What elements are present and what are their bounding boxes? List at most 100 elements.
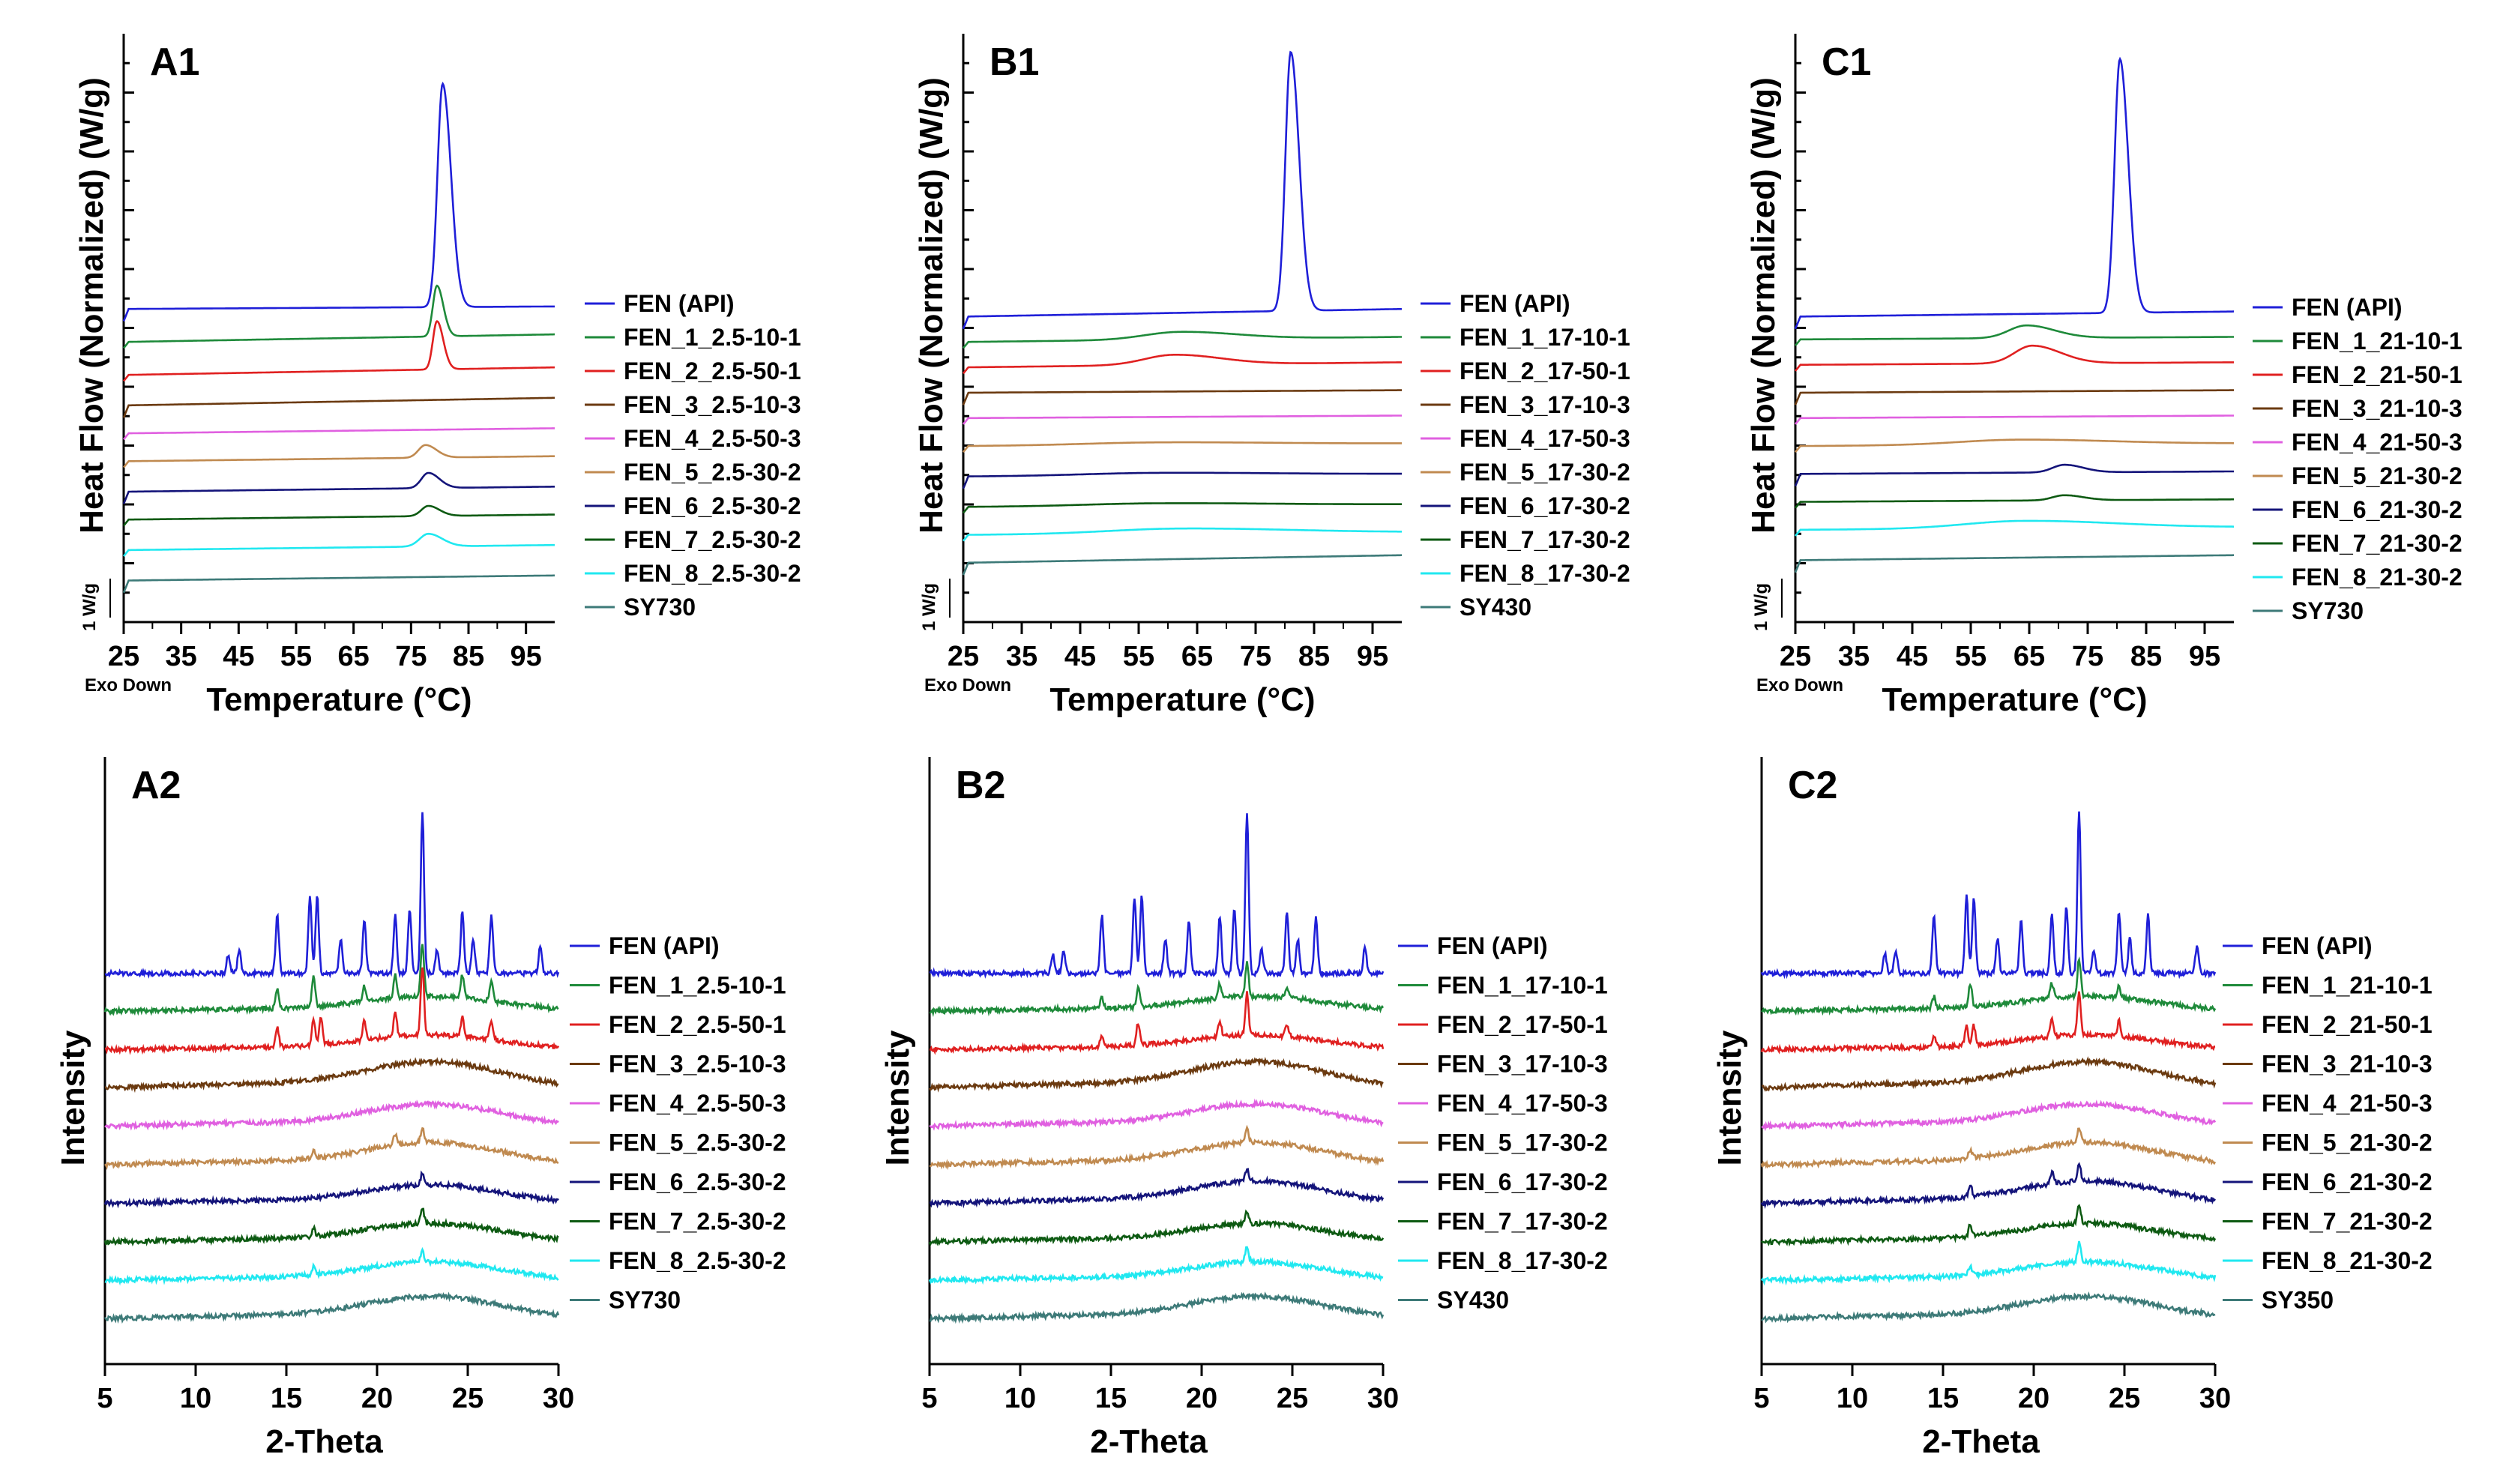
x-tick-label: 85	[1298, 641, 1330, 672]
series-line-sy730	[122, 574, 555, 594]
series-line-fen-7-2-5-30-2	[103, 1207, 559, 1247]
series-line-fen-8-21-30-2	[1760, 1240, 2217, 1286]
series-line-fen-api	[962, 50, 1403, 330]
series-line-fen-4-21-50-3	[1761, 1100, 2217, 1132]
series-line-fen-1-2-5-10-1	[103, 944, 559, 1016]
legend-label: FEN_8_17-30-2	[1460, 560, 1630, 587]
x-tick-label: 45	[1897, 641, 1928, 672]
x-tick-label: 30	[1367, 1383, 1399, 1414]
legend-label: FEN_5_17-30-2	[1460, 459, 1630, 486]
legend-label: FEN_2_21-50-1	[2262, 1011, 2433, 1038]
x-axis-title: 2-Theta	[1922, 1423, 2040, 1460]
series-line-fen-api	[122, 81, 555, 322]
x-tick-label: 95	[510, 641, 542, 672]
legend-label: FEN_8_2.5-30-2	[609, 1247, 786, 1274]
x-tick-label: 20	[361, 1383, 393, 1414]
legend-label: FEN_7_17-30-2	[1460, 526, 1630, 553]
x-tick-label: 35	[1006, 641, 1037, 672]
series-line-fen-1-21-10-1	[1795, 324, 2234, 346]
chart-panel-a1: A1 25 35 45 55 65 75 85 95 Temperature (°C) Heat F…	[73, 34, 801, 718]
x-tick-label: 45	[223, 641, 254, 672]
x-tick-label: 85	[453, 641, 484, 672]
legend-label: FEN_1_17-10-1	[1437, 972, 1608, 999]
panel-label: A1	[150, 40, 199, 84]
legend-label: FEN_7_17-30-2	[1437, 1208, 1608, 1235]
legend-label: FEN (API)	[609, 932, 720, 959]
x-tick-label: 55	[280, 641, 312, 672]
legend-label: FEN_7_21-30-2	[2292, 530, 2463, 557]
series-line-fen-8-2-5-30-2	[104, 1246, 559, 1286]
series-line-fen-1-21-10-1	[1761, 956, 2217, 1016]
series-line-fen-1-17-10-1	[962, 331, 1402, 349]
x-tick-label: 95	[2189, 641, 2220, 672]
legend-label: FEN_2_21-50-1	[2292, 361, 2463, 388]
legend-label: FEN_4_2.5-50-3	[624, 425, 801, 452]
legend-label: FEN_5_21-30-2	[2262, 1129, 2433, 1156]
legend-label: FEN_2_2.5-50-1	[609, 1011, 786, 1038]
series-line-fen-7-21-30-2	[1795, 494, 2234, 509]
series-line-fen-5-17-30-2	[962, 441, 1402, 453]
legend-label: FEN_5_21-30-2	[2292, 462, 2463, 489]
series-line-fen-6-2-5-30-2	[103, 1170, 559, 1209]
legend-label: FEN_7_2.5-30-2	[609, 1208, 786, 1235]
series-line-fen-3-2-5-10-3	[122, 396, 555, 418]
legend-label: FEN_6_17-30-2	[1437, 1168, 1608, 1195]
x-tick-label: 95	[1357, 641, 1388, 672]
exo-down-note: Exo Down	[924, 675, 1011, 696]
x-tick-label: 65	[2013, 641, 2045, 672]
legend-label: FEN_2_17-50-1	[1460, 358, 1630, 384]
x-tick-label: 85	[2130, 641, 2162, 672]
legend-label: FEN_4_17-50-3	[1460, 425, 1630, 452]
series-line-fen-5-2-5-30-2	[104, 1126, 559, 1171]
x-tick-label: 25	[948, 641, 979, 672]
series-line-fen-1-17-10-1	[930, 961, 1385, 1017]
legend-label: SY350	[2262, 1287, 2334, 1314]
legend-label: FEN_3_2.5-10-3	[609, 1051, 786, 1078]
series-line-fen-2-21-50-1	[1794, 344, 2234, 372]
series-line-sy430	[929, 1291, 1385, 1324]
x-tick-label: 30	[2199, 1383, 2231, 1414]
x-tick-label: 30	[543, 1383, 574, 1414]
legend-label: FEN_6_2.5-30-2	[624, 492, 801, 519]
legend-label: SY430	[1460, 594, 1531, 621]
series-line-sy730	[103, 1291, 560, 1324]
x-tick-label: 5	[921, 1383, 937, 1414]
series-line-fen-8-17-30-2	[928, 1246, 1384, 1285]
y-axis-title: Intensity	[879, 1030, 916, 1165]
x-tick-label: 20	[2018, 1383, 2049, 1414]
series-line-sy730	[1794, 554, 2234, 573]
legend-label: FEN (API)	[624, 290, 735, 317]
chart-panel-b1: B1 25 35 45 55 65 75 85 95 Temperature (°C) Heat F…	[913, 34, 1630, 718]
legend-label: SY730	[2292, 597, 2364, 624]
series-line-fen-5-17-30-2	[929, 1124, 1385, 1171]
x-axis-title: Temperature (°C)	[206, 681, 472, 718]
legend-label: FEN_3_17-10-3	[1460, 391, 1630, 418]
series-line-fen-8-21-30-2	[1794, 519, 2234, 537]
panel-label: C1	[1822, 40, 1871, 84]
chart-panel-c2: C2 5 10 15 20 25 30 2-Theta Intensity FEN (API) FE…	[1711, 757, 2433, 1460]
legend-label: FEN_4_21-50-3	[2292, 429, 2463, 456]
series-line-fen-2-17-50-1	[962, 354, 1402, 375]
series-line-fen-4-2-5-50-3	[122, 427, 555, 441]
legend-label: FEN_6_2.5-30-2	[609, 1168, 786, 1195]
y-axis-title: Heat Flow (Normalized) (W/g)	[73, 77, 110, 534]
chart-panel-c1: C1 25 35 45 55 65 75 85 95 Temperature (°C) Heat F…	[1745, 34, 2463, 718]
x-tick-label: 35	[166, 641, 197, 672]
series-line-fen-2-21-50-1	[1760, 991, 2216, 1055]
legend-label: SY430	[1437, 1287, 1509, 1314]
series-line-fen-api	[1760, 811, 2217, 980]
series-line-fen-api	[104, 812, 560, 980]
legend-label: FEN_1_2.5-10-1	[624, 324, 801, 351]
y-axis-title: Intensity	[55, 1030, 91, 1165]
legend-label: FEN_5_2.5-30-2	[624, 459, 801, 486]
x-tick-label: 55	[1955, 641, 1987, 672]
x-tick-label: 10	[1004, 1383, 1036, 1414]
series-line-fen-7-17-30-2	[928, 1209, 1385, 1247]
legend-label: FEN (API)	[2262, 932, 2373, 959]
series-line-fen-6-2-5-30-2	[122, 471, 555, 504]
x-tick-label: 65	[338, 641, 370, 672]
legend-label: FEN_3_21-10-3	[2292, 395, 2463, 422]
series-line-fen-2-17-50-1	[930, 991, 1385, 1055]
legend-label: FEN (API)	[2292, 294, 2403, 321]
